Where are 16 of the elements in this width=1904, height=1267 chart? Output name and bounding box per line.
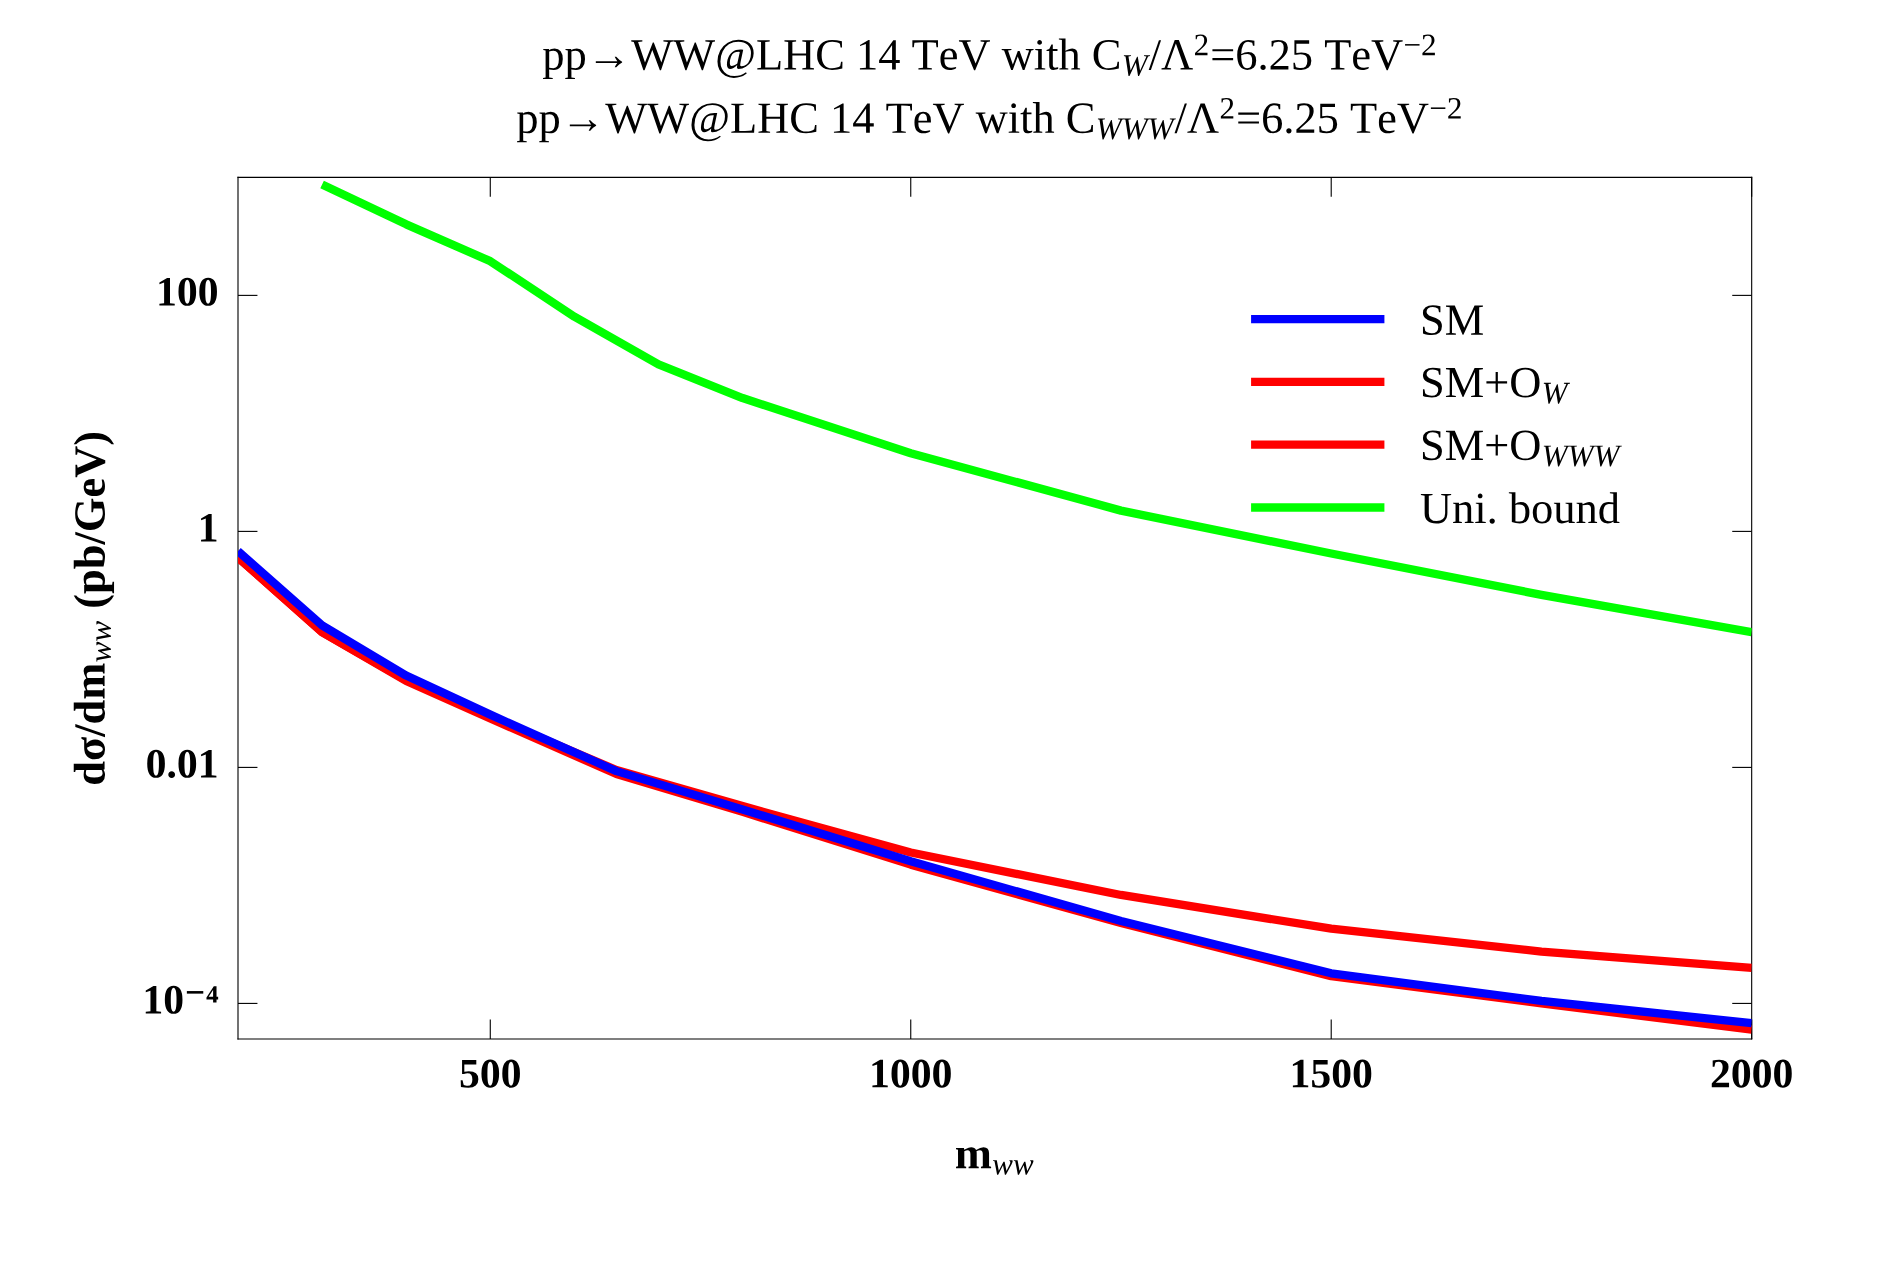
x-tick-label: 1000 [872,1059,951,1088]
chart-subtitle: pp→WW@LHC 14 TeV with C$_{WWW}$/Λ$^{2}$=6.25 TeV$^{−2}$ [517,97,1461,143]
y-axis-title: dσ/dm$_{ww}$ (pb/GeV) [73,432,115,784]
legend-label: SM [1422,305,1483,336]
x-tick-label: 500 [460,1059,520,1088]
y-tick-label: 0.01 [147,749,217,779]
y-tick-label: 1 [201,513,217,542]
x-axis-title: m$_{ww}$ [956,1147,1034,1175]
y-tick-label: 10⁻⁴ [145,985,219,1014]
y-tick-label: 100 [159,277,217,306]
x-tick-label: 2000 [1711,1059,1792,1088]
chart-title: pp→WW@LHC 14 TeV with C$_{W}$/Λ$^{2}$=6.25 TeV$^{−2}$ [543,34,1435,79]
legend-label: SM+O$_{W}$ [1422,367,1570,404]
legend-label: SM+O$_{WWW}$ [1422,430,1622,467]
legend-label: Uni. bound [1420,492,1620,524]
x-tick-label: 1500 [1292,1059,1372,1088]
